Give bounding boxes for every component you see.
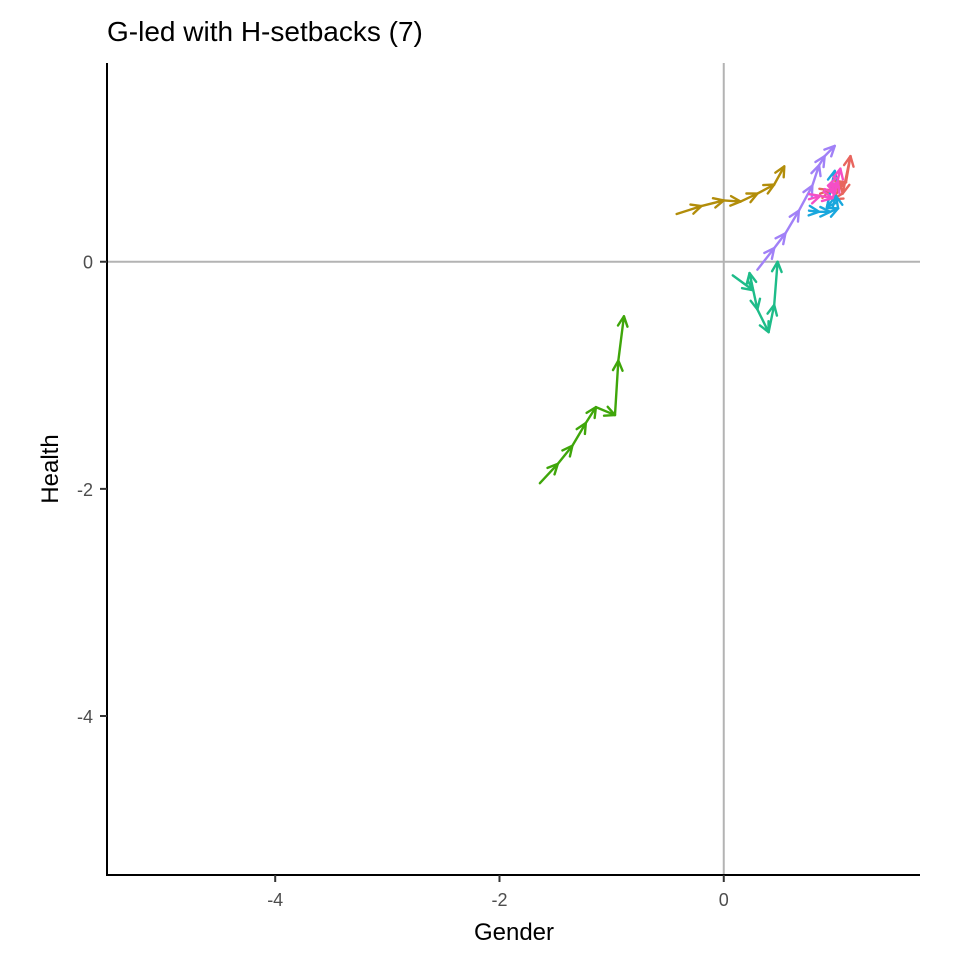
y-tick-label: -4 <box>77 707 93 727</box>
series-4-segment <box>748 271 759 311</box>
series-3-segment <box>617 315 626 362</box>
y-tick-label: 0 <box>83 253 93 273</box>
series-layer <box>538 144 855 485</box>
y-axis-ticks: -4 -2 0 <box>77 253 107 727</box>
series-4-segment <box>767 303 776 334</box>
y-axis-title: Health <box>37 434 64 503</box>
series-3-segment <box>571 421 588 447</box>
series-7-arrowhead <box>832 167 845 181</box>
series-6-arrowhead <box>823 144 836 158</box>
series-3 <box>538 315 629 485</box>
series-3-arrowhead <box>616 315 629 328</box>
reference-lines <box>107 63 920 875</box>
series-2 <box>675 165 786 216</box>
series-3-segment <box>594 405 617 417</box>
series-1-segment <box>841 154 852 195</box>
series-4 <box>731 260 783 334</box>
chart-title: G-led with H-setbacks (7) <box>107 16 423 47</box>
x-tick-label: -2 <box>491 890 507 910</box>
series-7 <box>807 167 845 205</box>
series-6 <box>756 144 836 271</box>
series-6-segment <box>797 184 814 212</box>
x-axis-title: Gender <box>474 919 554 946</box>
series-2-segment <box>722 199 742 203</box>
series-2-segment <box>700 199 725 208</box>
series-3-segment <box>538 462 559 485</box>
series-4-arrowhead <box>770 260 783 274</box>
series-2-arrowhead <box>774 165 786 179</box>
x-tick-label: -4 <box>267 890 283 910</box>
series-4-segment <box>731 274 755 292</box>
series-4-segment <box>773 260 779 307</box>
series-3-segment <box>584 405 598 425</box>
series-2-segment <box>773 165 786 186</box>
series-6-segment <box>811 164 821 187</box>
series-6-segment <box>773 232 787 250</box>
series-2-segment <box>756 183 776 195</box>
series-2-segment <box>739 192 759 203</box>
series-6-segment <box>756 246 776 271</box>
series-3-segment <box>556 444 574 466</box>
y-tick-label: -2 <box>77 480 93 500</box>
series-3-segment <box>613 359 620 417</box>
series-2-segment <box>675 204 703 216</box>
x-axis-ticks: -4 -2 0 <box>267 875 729 910</box>
x-tick-label: 0 <box>719 890 729 910</box>
series-4-segment <box>756 308 770 334</box>
series-7-segment <box>833 167 842 195</box>
series-6-segment <box>784 209 801 235</box>
